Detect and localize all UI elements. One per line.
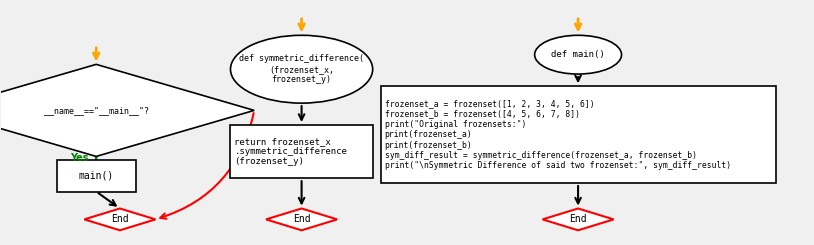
- Text: End: End: [111, 214, 129, 224]
- Ellipse shape: [230, 35, 373, 103]
- Text: return frozenset_x
.symmetric_difference
(frozenset_y): return frozenset_x .symmetric_difference…: [234, 137, 348, 166]
- FancyBboxPatch shape: [230, 125, 373, 178]
- Ellipse shape: [535, 35, 622, 74]
- Text: def symmetric_difference(
(frozenset_x,
frozenset_y): def symmetric_difference( (frozenset_x, …: [239, 54, 364, 84]
- Polygon shape: [0, 64, 254, 156]
- Text: Yes: Yes: [70, 153, 88, 163]
- Text: End: End: [569, 214, 587, 224]
- Text: No: No: [278, 130, 293, 140]
- FancyBboxPatch shape: [57, 160, 136, 192]
- Polygon shape: [266, 208, 337, 230]
- Text: __name__=="__main__"?: __name__=="__main__"?: [44, 106, 149, 115]
- Text: End: End: [293, 214, 310, 224]
- Polygon shape: [542, 208, 614, 230]
- FancyBboxPatch shape: [381, 86, 776, 183]
- Text: def main(): def main(): [551, 50, 605, 59]
- Text: frozenset_a = frozenset([1, 2, 3, 4, 5, 6])
frozenset_b = frozenset([4, 5, 6, 7,: frozenset_a = frozenset([1, 2, 3, 4, 5, …: [384, 99, 731, 170]
- Text: main(): main(): [79, 171, 114, 181]
- Polygon shape: [85, 208, 155, 230]
